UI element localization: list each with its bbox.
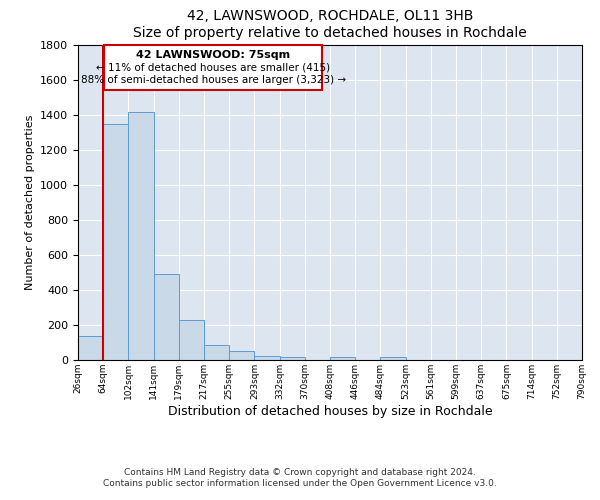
Bar xyxy=(254,356,280,360)
Bar xyxy=(229,351,254,360)
Text: Contains HM Land Registry data © Crown copyright and database right 2024.
Contai: Contains HM Land Registry data © Crown c… xyxy=(103,468,497,487)
Bar xyxy=(154,274,179,360)
Bar xyxy=(103,124,128,360)
Bar xyxy=(78,336,103,360)
Bar xyxy=(128,112,154,360)
Bar xyxy=(179,320,204,360)
Text: ← 11% of detached houses are smaller (415): ← 11% of detached houses are smaller (41… xyxy=(97,62,331,72)
Bar xyxy=(280,358,305,360)
Bar xyxy=(330,358,355,360)
FancyBboxPatch shape xyxy=(104,45,322,90)
Text: 42 LAWNSWOOD: 75sqm: 42 LAWNSWOOD: 75sqm xyxy=(136,50,290,60)
Y-axis label: Number of detached properties: Number of detached properties xyxy=(25,115,35,290)
Title: 42, LAWNSWOOD, ROCHDALE, OL11 3HB
Size of property relative to detached houses i: 42, LAWNSWOOD, ROCHDALE, OL11 3HB Size o… xyxy=(133,10,527,40)
X-axis label: Distribution of detached houses by size in Rochdale: Distribution of detached houses by size … xyxy=(167,404,493,417)
Bar xyxy=(380,358,406,360)
Text: 88% of semi-detached houses are larger (3,323) →: 88% of semi-detached houses are larger (… xyxy=(81,75,346,85)
Bar xyxy=(204,345,229,360)
